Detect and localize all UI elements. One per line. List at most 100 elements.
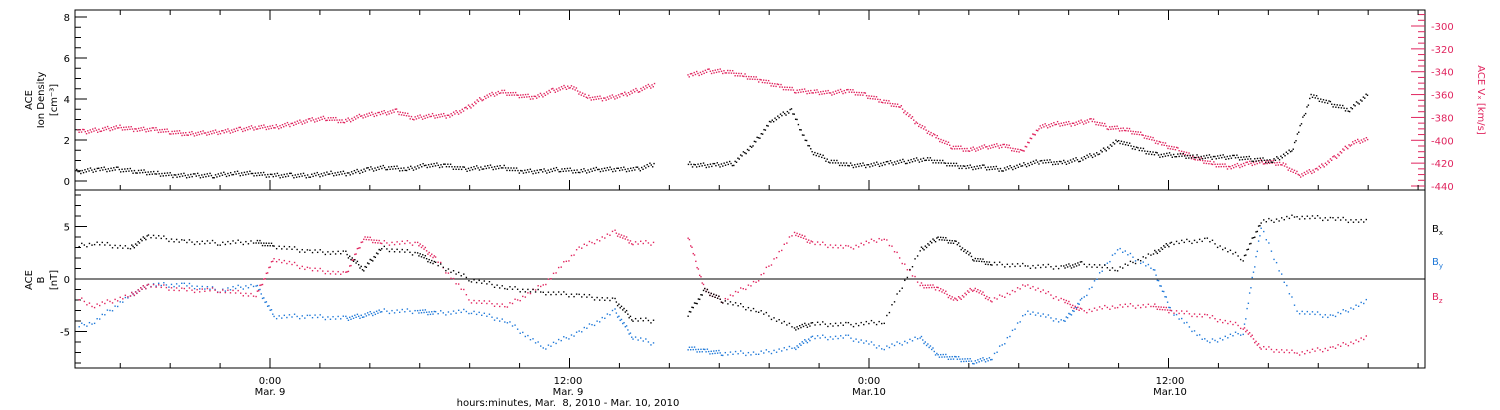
series-by-dot xyxy=(261,297,264,300)
series-bz-dot xyxy=(375,239,378,242)
series-density-dot xyxy=(603,167,606,169)
series-density-dot xyxy=(698,165,701,168)
series-bx-dot xyxy=(550,293,552,296)
series-bx-dot xyxy=(742,306,744,308)
series-density-dot xyxy=(478,169,481,171)
series-velocity-dot xyxy=(1042,124,1044,126)
series-velocity-dot xyxy=(691,72,693,75)
series-density-dot xyxy=(887,160,889,163)
series-bx-dot xyxy=(227,240,229,243)
series-bx-dot xyxy=(993,261,996,264)
series-velocity-dot xyxy=(1039,125,1041,127)
series-bz-dot xyxy=(734,290,737,293)
series-velocity-dot xyxy=(270,127,273,130)
series-density-dot xyxy=(891,162,893,164)
series-bx-dot xyxy=(1322,219,1324,222)
series-density-dot xyxy=(1263,159,1266,162)
series-density-dot xyxy=(1145,153,1147,155)
series-bz-dot xyxy=(829,244,832,246)
series-velocity-dot xyxy=(777,83,780,86)
series-density-dot xyxy=(957,165,959,167)
series-by-dot xyxy=(1039,315,1042,317)
series-velocity-dot xyxy=(1200,157,1203,159)
series-velocity-dot xyxy=(839,88,842,91)
series-bx-dot xyxy=(957,242,960,244)
series-bz-dot xyxy=(293,261,296,264)
series-density-dot xyxy=(1041,159,1043,162)
series-density-dot xyxy=(961,167,963,170)
series-bz-dot xyxy=(701,282,703,284)
series-by-dot xyxy=(969,358,971,360)
series-velocity-dot xyxy=(1071,122,1074,124)
series-velocity-dot xyxy=(1245,161,1247,164)
series-by-dot xyxy=(745,354,747,357)
series-density-dot xyxy=(203,173,206,176)
series-velocity-dot xyxy=(483,95,486,98)
series-by-dot xyxy=(86,325,88,327)
series-bx-dot xyxy=(316,251,319,254)
series-density-dot xyxy=(1315,95,1318,97)
series-velocity-dot xyxy=(477,100,480,103)
series-by-dot xyxy=(778,348,780,350)
series-velocity-dot xyxy=(1277,164,1280,166)
series-bz-dot xyxy=(697,268,700,270)
series-density-dot xyxy=(92,171,94,173)
series-velocity-dot xyxy=(1009,147,1012,149)
series-density-dot xyxy=(760,133,762,135)
series-bz-dot xyxy=(624,238,627,240)
series-bx-dot xyxy=(1119,266,1121,268)
series-bx-dot xyxy=(842,324,844,326)
series-density-dot xyxy=(385,168,387,171)
series-density-dot xyxy=(1177,153,1179,155)
series-density-dot xyxy=(232,173,235,176)
series-by-dot xyxy=(611,309,614,312)
series-by-dot xyxy=(431,311,433,313)
series-density-dot xyxy=(548,171,551,173)
series-bx-dot xyxy=(181,239,183,241)
series-by-dot xyxy=(337,315,339,318)
series-bz-dot xyxy=(578,246,580,248)
series-bz-dot xyxy=(819,243,821,246)
series-velocity-dot xyxy=(436,116,439,119)
series-velocity-dot xyxy=(1355,141,1358,144)
series-velocity-dot xyxy=(1185,151,1188,154)
series-by-dot xyxy=(1168,306,1170,309)
series-density-dot xyxy=(1023,162,1025,164)
series-bx-dot xyxy=(349,255,351,257)
series-bz-dot xyxy=(288,260,291,263)
series-bx-dot xyxy=(650,322,652,324)
series-velocity-dot xyxy=(434,117,436,119)
series-density-dot xyxy=(93,168,96,170)
series-velocity-dot xyxy=(988,145,991,147)
series-velocity-dot xyxy=(276,126,279,128)
series-by-dot xyxy=(96,318,98,320)
series-velocity-dot xyxy=(1287,169,1289,171)
series-bz-dot xyxy=(1219,318,1221,321)
series-density-dot xyxy=(261,174,263,176)
series-density-dot xyxy=(706,164,709,166)
series-density-dot xyxy=(854,164,856,166)
series-density-dot xyxy=(1344,110,1347,112)
series-by-dot xyxy=(1283,281,1285,283)
series-velocity-dot xyxy=(852,89,854,91)
series-bx-dot xyxy=(619,307,621,309)
series-velocity-dot xyxy=(940,138,942,141)
series-velocity-dot xyxy=(1030,137,1033,140)
series-velocity-dot xyxy=(615,95,617,97)
series-bx-dot xyxy=(342,250,344,252)
series-velocity-dot xyxy=(826,92,828,94)
series-bx-dot xyxy=(578,293,580,296)
series-bz-dot xyxy=(379,242,382,244)
series-density-dot xyxy=(291,174,294,177)
series-bx-dot xyxy=(933,239,935,242)
series-density-dot xyxy=(416,165,419,167)
series-velocity-dot xyxy=(901,108,904,110)
series-velocity-dot xyxy=(769,82,771,84)
series-velocity-dot xyxy=(1060,122,1063,124)
series-by-dot xyxy=(1014,328,1016,330)
series-velocity-dot xyxy=(256,128,259,130)
series-density-dot xyxy=(693,163,695,166)
series-density-dot xyxy=(515,167,518,169)
series-density-dot xyxy=(542,171,544,173)
